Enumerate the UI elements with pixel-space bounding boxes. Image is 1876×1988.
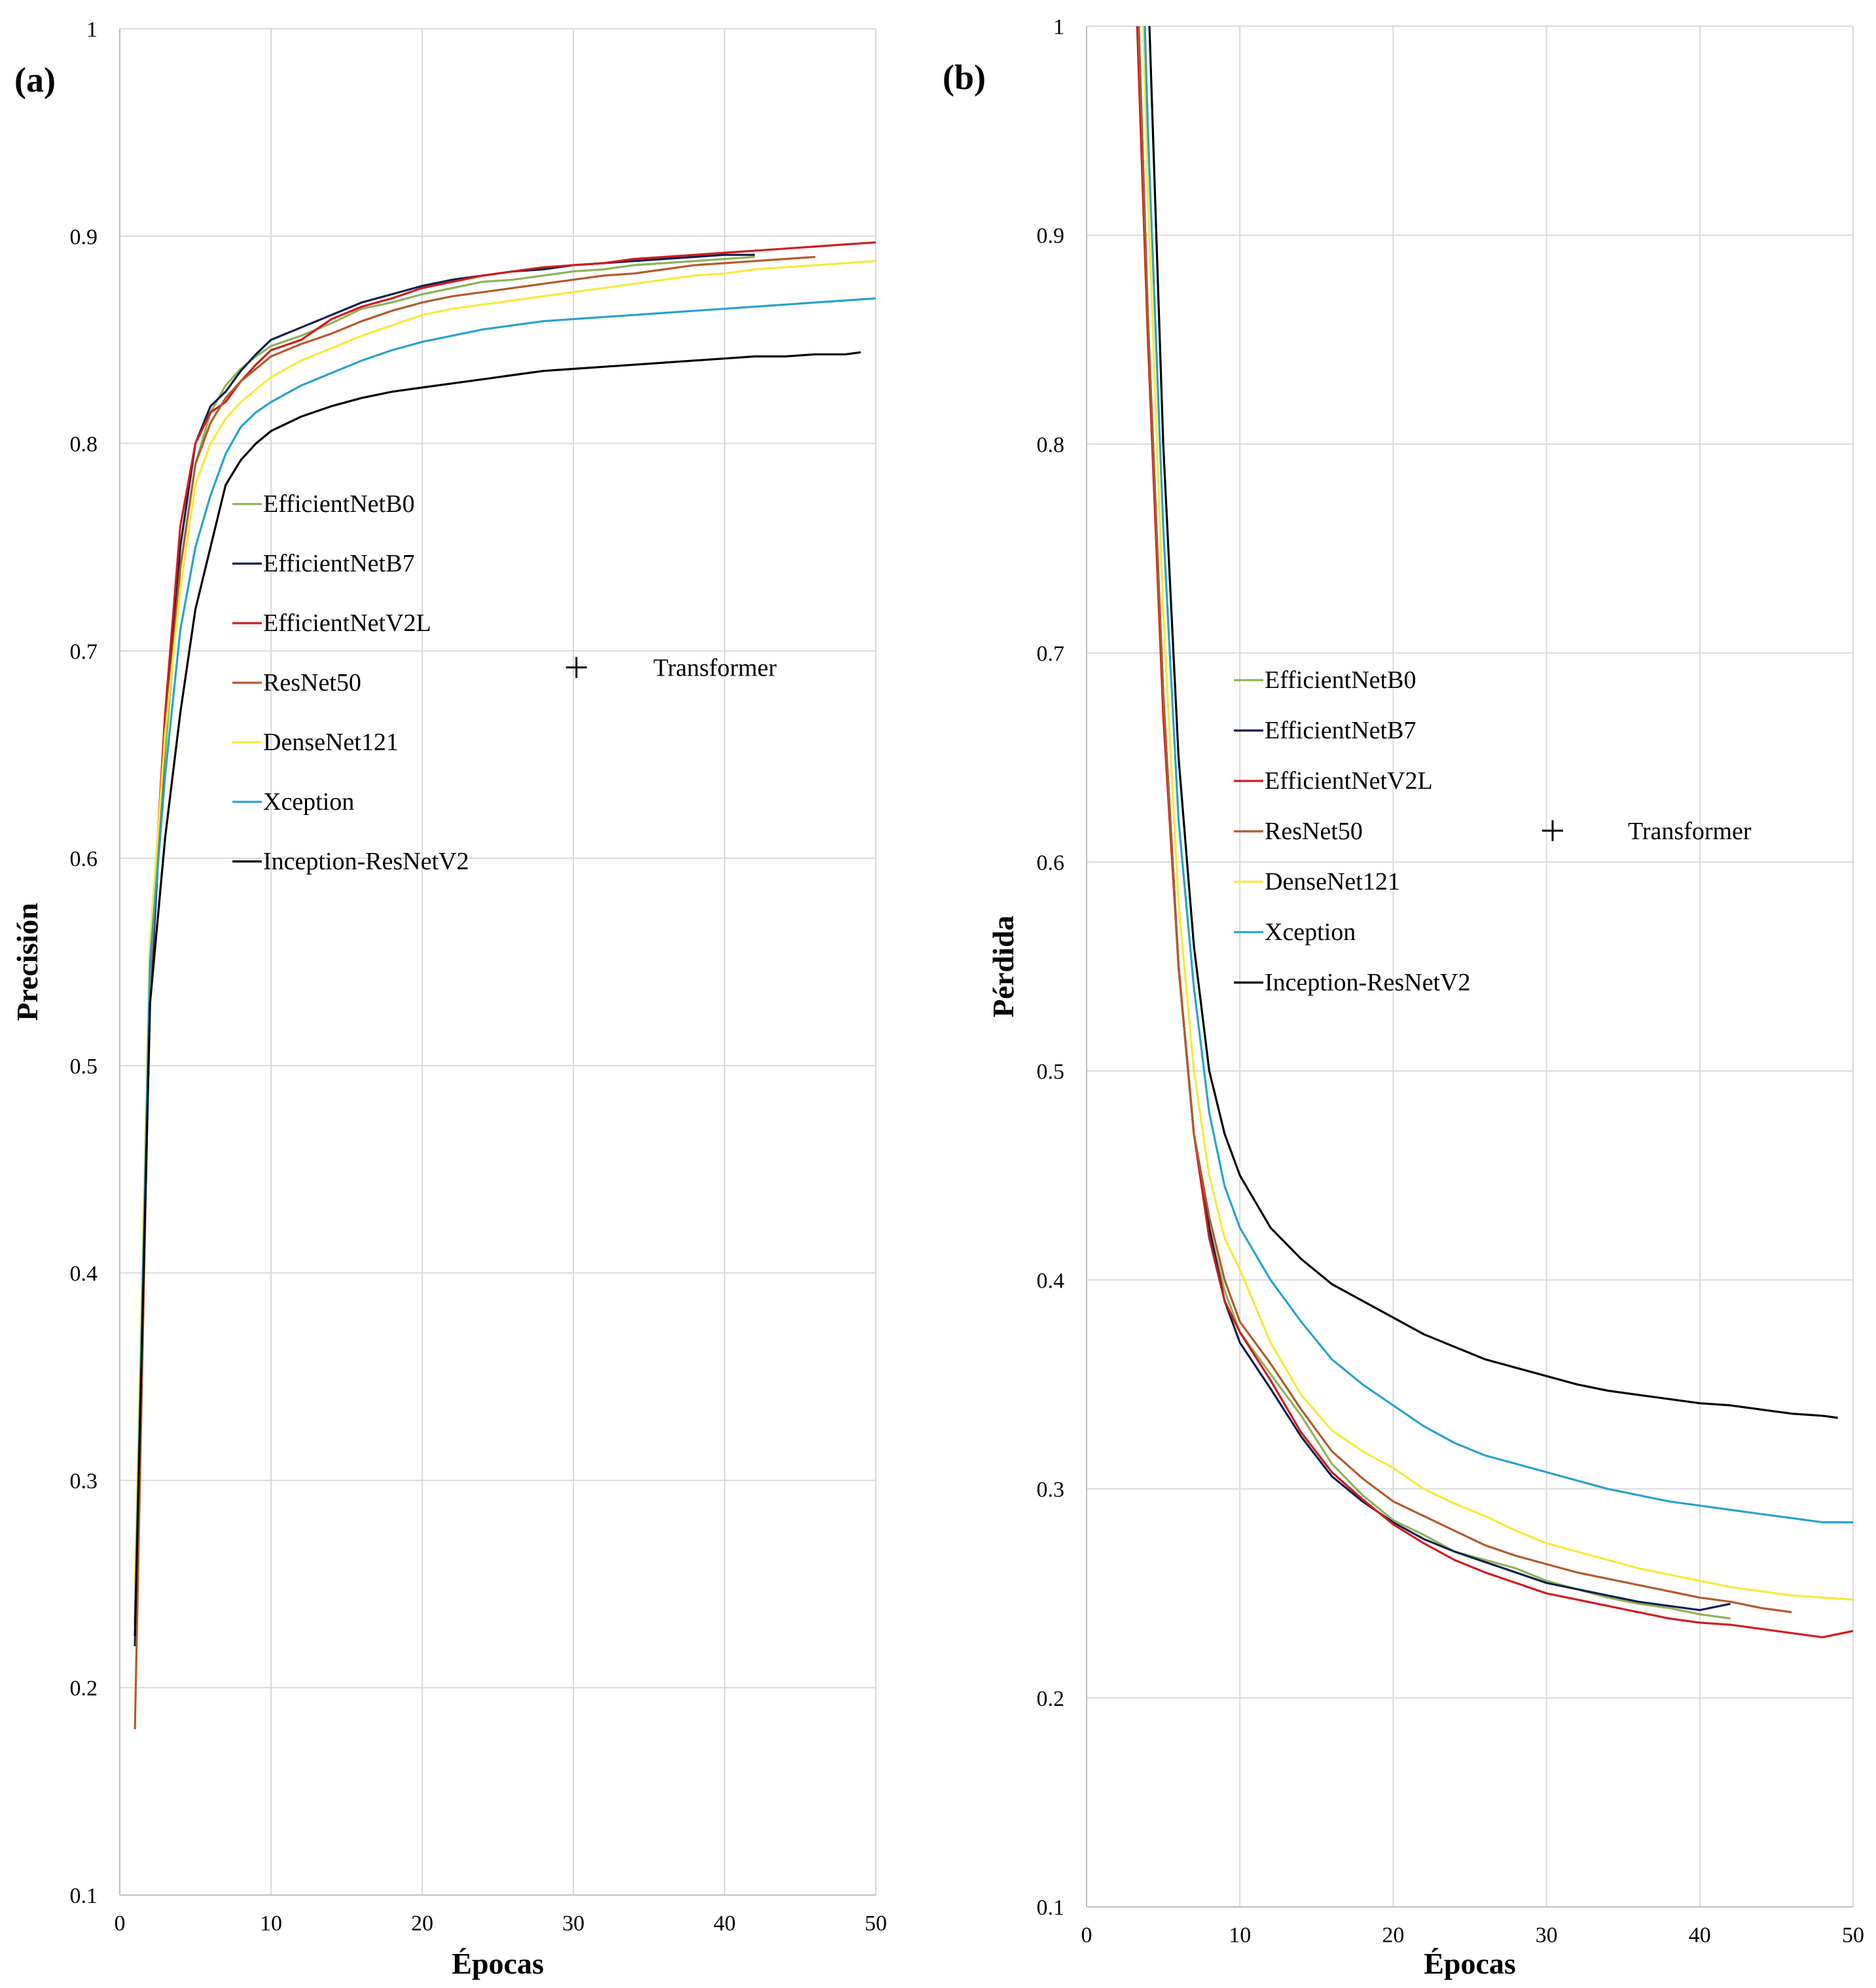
plus-marker-icon-b [1542,820,1563,842]
x-axis-title-b: Épocas [1424,1947,1516,1980]
annotation-label-b: Transformer [1628,818,1752,845]
y-tick-label-b-0: 0.1 [1037,1896,1065,1920]
x-tick-label-b-2: 20 [1382,1923,1404,1947]
legend-label-b-xception: Xception [1265,918,1356,946]
y-tick-label-b-3: 0.4 [1037,1269,1065,1293]
series-line-b-densenet121 [1142,26,1853,1601]
legend-label-a-xception: Xception [263,788,354,816]
y-axis-title-a: Precisión [10,903,44,1021]
legend-label-b-efficientnetb7: EfficientNetB7 [1265,717,1416,744]
x-tick-label-a-0: 0 [115,1911,126,1936]
y-tick-label-b-4: 0.5 [1037,1060,1065,1084]
y-tick-label-a-6: 0.7 [70,640,98,664]
y-tick-label-a-2: 0.3 [70,1469,98,1493]
series-line-a-efficientnetb7 [134,253,755,1646]
y-tick-label-a-8: 0.9 [70,225,98,249]
x-tick-label-b-1: 10 [1229,1923,1251,1947]
legend-label-a-inception-resnetv2: Inception-ResNetV2 [263,848,469,875]
y-tick-label-b-9: 1 [1053,15,1064,39]
y-tick-label-b-8: 0.9 [1037,224,1065,248]
legend-label-b-resnet50: ResNet50 [1265,818,1363,845]
series-line-b-xception [1144,26,1853,1524]
legend-label-a-resnet50: ResNet50 [263,669,361,696]
x-tick-label-a-1: 10 [260,1911,282,1936]
legend-label-b-densenet121: DenseNet121 [1265,868,1400,895]
annotation-label-a: Transformer [653,655,777,682]
x-tick-label-a-3: 30 [562,1911,585,1936]
y-tick-label-b-6: 0.7 [1037,642,1065,666]
legend-label-b-efficientnetv2l: EfficientNetV2L [1265,767,1433,795]
x-tick-label-a-5: 50 [865,1911,887,1936]
legend-label-a-efficientnetb0: EfficientNetB0 [263,490,414,518]
y-tick-label-a-4: 0.5 [70,1055,98,1079]
legend-label-b-efficientnetb0: EfficientNetB0 [1265,666,1416,694]
x-tick-label-a-2: 20 [411,1911,433,1936]
y-tick-label-a-7: 0.8 [70,433,98,457]
y-tick-label-a-1: 0.2 [70,1676,98,1701]
panel-a: (a)0.10.20.30.40.50.60.70.80.910 10 20 30 40… [10,18,887,1980]
series-line-a-efficientnetb0 [134,255,755,1626]
y-tick-label-b-7: 0.8 [1037,433,1065,457]
panel-b: (b)0.10.20.30.40.50.60.70.80.910 10 20 30 40… [943,15,1864,1980]
series-line-b-inception-resnetv2 [1148,26,1838,1419]
legend-label-b-inception-resnetv2: Inception-ResNetV2 [1265,969,1470,996]
x-tick-label-b-0: 0 [1081,1923,1092,1947]
legend-label-a-efficientnetv2l: EfficientNetV2L [263,609,431,637]
panel-label-a: (a) [14,60,56,99]
y-tick-label-a-5: 0.6 [70,847,98,871]
y-tick-label-b-1: 0.2 [1037,1687,1065,1711]
panel-label-b: (b) [943,58,986,97]
series-line-a-xception [134,297,876,1626]
y-tick-label-b-5: 0.6 [1037,851,1065,875]
y-axis-title-b: Pérdida [986,916,1020,1018]
series-line-a-efficientnetv2l [134,241,876,1626]
series-line-a-densenet121 [134,260,876,1584]
legend-label-a-efficientnetb7: EfficientNetB7 [263,550,414,577]
y-tick-label-a-9: 1 [86,18,98,42]
y-tick-label-b-2: 0.3 [1037,1478,1065,1502]
x-axis-title-a: Épocas [452,1947,544,1980]
y-tick-label-a-3: 0.4 [70,1262,98,1286]
x-tick-label-b-4: 40 [1689,1923,1711,1947]
y-tick-label-a-0: 0.1 [70,1884,98,1908]
plus-marker-icon-a [566,657,587,678]
x-tick-label-b-3: 30 [1536,1923,1558,1947]
x-tick-label-b-5: 50 [1842,1923,1864,1947]
series-line-b-resnet50 [1138,26,1792,1614]
x-tick-label-a-4: 40 [713,1911,736,1936]
series-line-a-inception-resnetv2 [134,351,861,1636]
series-line-a-resnet50 [134,255,816,1729]
series-line-b-efficientnetv2l [1136,26,1853,1638]
legend-label-a-densenet121: DenseNet121 [263,729,399,756]
